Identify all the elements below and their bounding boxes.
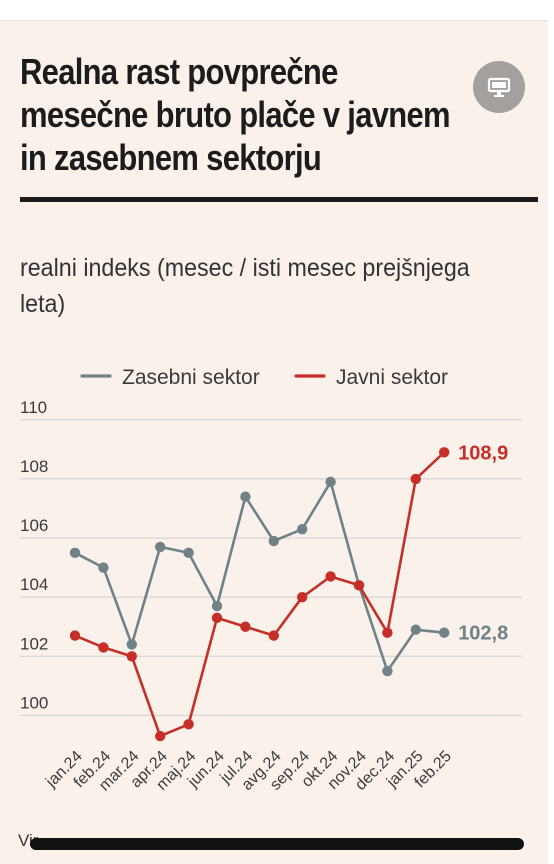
end-label-zasebni-sektor: 102,8 (458, 623, 508, 645)
home-indicator-bar[interactable] (30, 838, 524, 850)
chart-title-line-2: mesečne bruto plače v javnem (20, 94, 451, 135)
y-tick-label-102: 102 (20, 634, 48, 653)
point-javni-sektor-okt-24 (325, 571, 336, 582)
point-javni-sektor-dec-24 (382, 627, 393, 638)
point-zasebni-sektor-okt-24 (325, 476, 336, 488)
right-edge (548, 20, 554, 864)
point-javni-sektor-feb-25 (439, 447, 450, 458)
point-zasebni-sektor-jan-25 (410, 624, 421, 635)
point-zasebni-sektor-jun-24 (211, 600, 223, 612)
point-javni-sektor-jun-24 (211, 612, 223, 624)
point-zasebni-sektor-feb-25 (439, 627, 450, 638)
legend-label-javni-sektor: Javni sektor (336, 366, 448, 389)
point-javni-sektor-nov-24 (353, 580, 365, 591)
end-label-javni-sektor: 108,9 (458, 442, 508, 464)
point-zasebni-sektor-sep-24 (297, 523, 308, 535)
screen-cast-icon (487, 77, 511, 97)
y-tick-label-100: 100 (20, 693, 48, 712)
point-zasebni-sektor-jan-24 (69, 547, 81, 559)
point-javni-sektor-jan-25 (410, 473, 421, 485)
series-line-zasebni-sektor (74, 480, 445, 673)
line-chart: Zasebni sektor Javni sektor 1101081061041… (20, 366, 522, 795)
point-zasebni-sektor-mar-24 (126, 639, 137, 650)
title-rule (20, 197, 538, 202)
point-zasebni-sektor-feb-24 (98, 562, 109, 573)
point-javni-sektor-jan-24 (69, 630, 81, 641)
y-tick-label-108: 108 (20, 457, 48, 476)
point-zasebni-sektor-apr-24 (155, 541, 166, 553)
point-zasebni-sektor-jul-24 (240, 491, 251, 502)
point-javni-sektor-sep-24 (297, 591, 308, 603)
point-javni-sektor-maj-24 (183, 719, 194, 730)
chart-title-line-3: in zasebnem sektorju (20, 137, 322, 178)
chart-title: Realna rast povprečne mesečne bruto plač… (20, 50, 467, 179)
y-tick-label-106: 106 (20, 516, 48, 535)
legend-label-zasebni-sektor: Zasebni sektor (122, 366, 260, 389)
chart-title-line-1: Realna rast povprečne (20, 51, 338, 92)
y-tick-label-110: 110 (20, 398, 47, 417)
chart-legend: Zasebni sektor Javni sektor (80, 366, 448, 389)
x-axis-labels: jan.24feb.24mar.24apr.24maj.24jun.24jul.… (42, 748, 455, 795)
y-tick-label-104: 104 (20, 575, 48, 594)
top-strip (0, 0, 554, 21)
point-zasebni-sektor-maj-24 (183, 547, 194, 559)
chart-subtitle: realni indeks (mesec / isti mesec prejšn… (20, 254, 470, 318)
point-zasebni-sektor-dec-24 (382, 665, 393, 677)
point-javni-sektor-avg-24 (268, 630, 279, 641)
point-javni-sektor-jul-24 (240, 621, 251, 632)
cast-button[interactable] (473, 61, 525, 113)
point-javni-sektor-mar-24 (126, 651, 137, 662)
series-line-javni-sektor (74, 451, 446, 738)
point-javni-sektor-feb-24 (98, 642, 109, 653)
chart-lines: 102,8 108,9 (69, 442, 508, 742)
point-zasebni-sektor-avg-24 (268, 535, 279, 547)
chart-grid: 110 108 106 104 102 100 (20, 398, 522, 716)
point-javni-sektor-apr-24 (155, 730, 166, 742)
